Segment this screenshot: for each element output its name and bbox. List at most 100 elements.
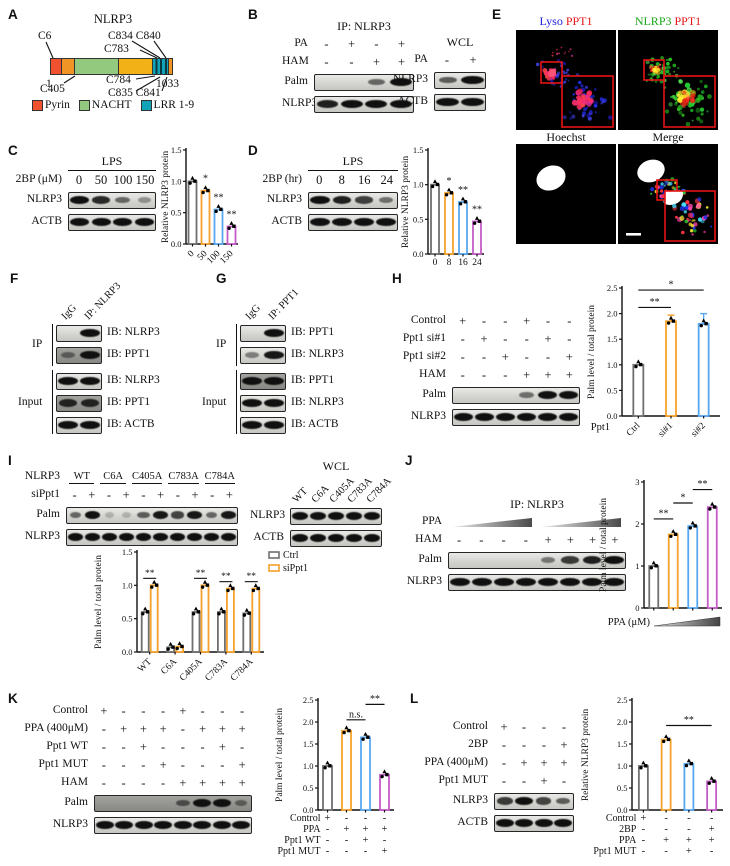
circle	[663, 184, 666, 187]
condition-symbol: +	[544, 532, 552, 547]
western-row: IP: NLRP3	[282, 18, 414, 35]
text: +	[686, 835, 692, 846]
western-row: NLRP3	[410, 790, 574, 812]
condition-symbol: -	[501, 755, 507, 770]
gel-lane	[474, 413, 495, 421]
protein-band	[363, 534, 381, 542]
panel-letter-k: K	[8, 691, 18, 706]
text: -	[664, 846, 668, 857]
protein-band	[137, 196, 151, 204]
condition-cells: + - - - + - - -	[94, 705, 252, 718]
gel-strip	[452, 386, 580, 404]
western-row: NLRP3	[282, 93, 414, 115]
protein-band	[389, 100, 412, 108]
gel-strip	[94, 816, 252, 834]
gel-strip	[290, 507, 382, 525]
blot-label: NLRP3	[282, 97, 318, 110]
circle	[673, 70, 676, 73]
micro-image-hoechst	[516, 144, 616, 244]
site-label-c6: C6	[38, 30, 52, 42]
blot-title: IP: NLRP3	[510, 497, 564, 512]
protein-band	[496, 413, 515, 421]
western-row: ACTB	[248, 211, 398, 233]
gel-lane	[327, 512, 345, 520]
text: **	[684, 715, 694, 726]
condition-label: HAM	[61, 776, 88, 789]
condition-symbol: +	[540, 755, 548, 770]
circle	[695, 107, 701, 113]
western-row: IgG IP: NLRP3	[56, 280, 176, 322]
gel-lane	[340, 79, 365, 85]
text: +	[344, 824, 350, 835]
gel-strip	[452, 408, 580, 426]
protein-band	[454, 413, 473, 421]
protein-band	[135, 533, 152, 541]
blot-title-area: LPS	[308, 154, 398, 171]
panel-letter-h: H	[392, 271, 402, 286]
rect	[140, 611, 150, 653]
rect	[385, 772, 389, 777]
text: Relative NLRP3 protein	[401, 156, 411, 249]
circle	[188, 181, 192, 185]
circle	[577, 88, 583, 95]
condition-symbol: +	[139, 721, 147, 736]
condition-symbol: 24	[380, 172, 394, 187]
circle	[659, 63, 662, 66]
circle	[472, 221, 477, 225]
blot-label: NLRP3	[266, 193, 302, 206]
condition-symbol: -	[141, 703, 146, 718]
rect	[379, 773, 390, 811]
circle	[679, 215, 685, 221]
circle	[594, 111, 597, 114]
rect	[347, 728, 351, 733]
blot-label: NLRP3	[52, 818, 88, 831]
text: Ppt1	[591, 422, 610, 433]
gradient-wedge	[451, 518, 532, 527]
gel-lane	[515, 819, 535, 827]
rect	[660, 738, 672, 811]
circle	[708, 507, 712, 511]
blot-label: ACTB	[271, 215, 302, 228]
gel-lane	[69, 218, 91, 226]
domain-segment	[151, 59, 169, 74]
condition-symbol: -	[240, 703, 245, 718]
western-row: IB: NLRP3	[240, 344, 360, 366]
gel-lane	[495, 413, 516, 421]
condition-symbol: +	[480, 331, 488, 346]
condition-symbol: 100	[113, 172, 133, 187]
circle	[361, 737, 365, 741]
circle	[660, 189, 664, 193]
circle	[675, 215, 678, 219]
western-row: Palm	[396, 384, 580, 406]
micro-image-lyso-ppt1	[516, 30, 616, 130]
rect	[632, 363, 645, 417]
protein-band	[235, 799, 248, 807]
protein-band	[538, 413, 557, 421]
text: Palm level / total protein	[94, 555, 104, 649]
construct-label: C783A	[168, 470, 199, 484]
f-input-blots: IB: NLRP3 IB: PPT1 IB: ACTB	[56, 370, 176, 436]
condition-symbol: +	[238, 757, 246, 772]
gel-lane	[91, 218, 113, 226]
rect	[328, 764, 332, 768]
circle	[656, 74, 660, 78]
gel-strip	[494, 814, 574, 832]
protein-band	[153, 511, 168, 519]
circle	[645, 60, 650, 65]
input-group-label: Input	[202, 396, 227, 408]
circle	[685, 122, 691, 127]
blot-label: NLRP3	[392, 73, 428, 86]
text: +	[663, 835, 669, 846]
condition-symbol: +	[544, 367, 552, 382]
western-row: HAM - - - - + + + +	[10, 774, 252, 792]
western-row: Palm	[282, 71, 414, 93]
protein-band	[264, 399, 284, 407]
condition-symbol: -	[106, 487, 112, 502]
ip-nlrp3-blot-block: IP: NLRP3 PA - + - + HAM - - + + Palm NLRP3	[282, 18, 414, 115]
text: **	[370, 694, 380, 705]
condition-symbol: +	[523, 367, 531, 382]
lane-label: C6A	[309, 482, 332, 505]
protein-band	[154, 821, 173, 829]
condition-symbol: -	[349, 54, 354, 69]
text: Relative NLRP3 protein	[581, 709, 591, 802]
